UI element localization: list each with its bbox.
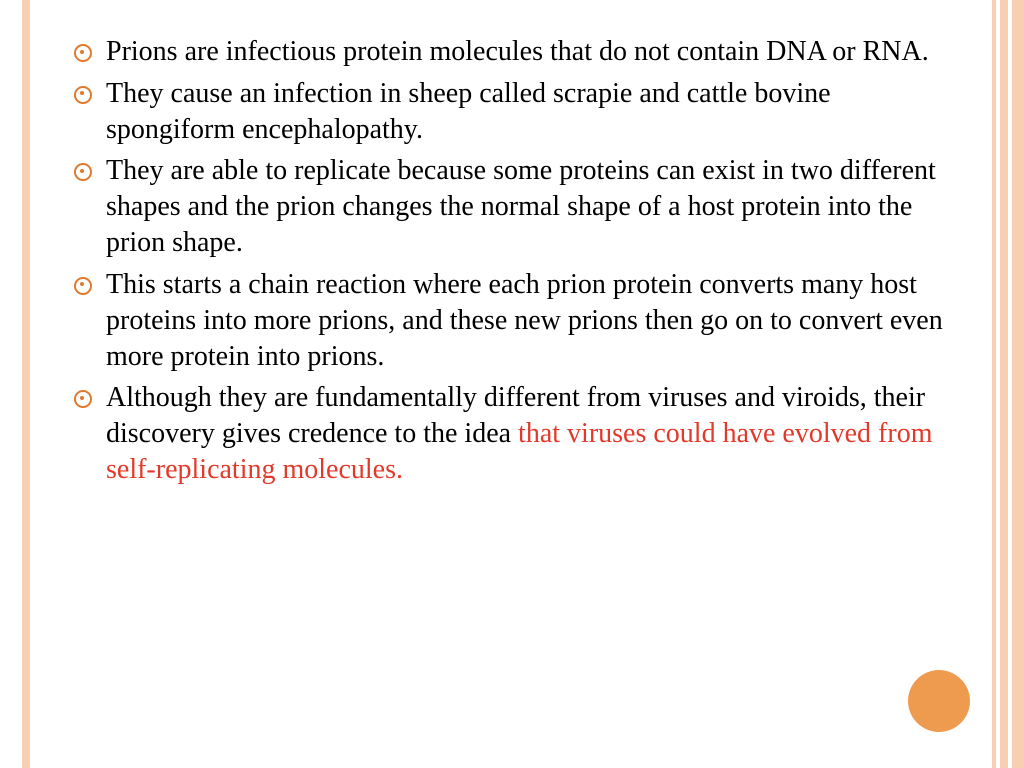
- bullet-item: Although they are fundamentally differen…: [72, 380, 962, 487]
- slide-content: Prions are infectious protein molecules …: [72, 34, 962, 738]
- bullet-item: This starts a chain reaction where each …: [72, 267, 962, 374]
- right-border-gap: [996, 0, 1000, 768]
- decorative-circle-icon: [908, 670, 970, 732]
- bullet-text: This starts a chain reaction where each …: [106, 269, 943, 372]
- bullet-text: They cause an infection in sheep called …: [106, 78, 831, 145]
- left-border-stripe: [22, 0, 30, 768]
- bullet-item: Prions are infectious protein molecules …: [72, 34, 962, 70]
- bullet-item: They cause an infection in sheep called …: [72, 76, 962, 148]
- bullet-text: Prions are infectious protein molecules …: [106, 36, 929, 67]
- bullet-text: They are able to replicate because some …: [106, 155, 936, 258]
- bullet-item: They are able to replicate because some …: [72, 153, 962, 260]
- bullet-list: Prions are infectious protein molecules …: [72, 34, 962, 488]
- right-border-gap: [1008, 0, 1012, 768]
